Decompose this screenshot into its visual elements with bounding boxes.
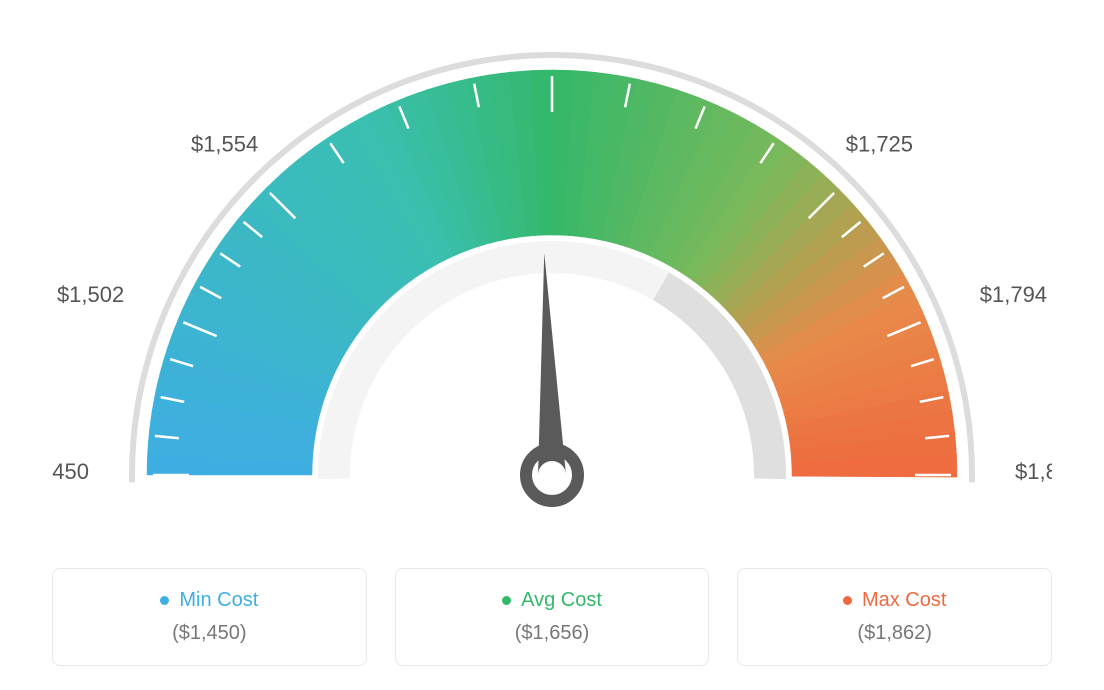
legend-title: Avg Cost [502, 589, 602, 612]
legend-dot-avg [502, 596, 511, 605]
gauge-chart: $1,450$1,502$1,554$1,656$1,725$1,794$1,8… [52, 20, 1052, 666]
gauge-tick-label: $1,554 [191, 132, 258, 157]
legend-box-max: Max Cost ($1,862) [737, 568, 1052, 666]
legend-dot-max [843, 596, 852, 605]
legend-value: ($1,862) [750, 622, 1039, 645]
legend-label: Avg Cost [521, 589, 602, 612]
gauge-tick-label: $1,502 [57, 282, 124, 307]
gauge-tick-label: $1,794 [980, 282, 1047, 307]
gauge-tick-label: $1,725 [846, 132, 913, 157]
gauge-tick-label: $1,450 [52, 459, 89, 484]
legend-title: Min Cost [160, 589, 258, 612]
legend-row: Min Cost ($1,450) Avg Cost ($1,656) Max Cost… [52, 568, 1052, 666]
legend-dot-min [160, 596, 169, 605]
legend-label: Max Cost [862, 589, 946, 612]
gauge-tick-label: $1,862 [1015, 459, 1052, 484]
legend-label: Min Cost [179, 589, 258, 612]
legend-box-avg: Avg Cost ($1,656) [395, 568, 710, 666]
gauge-svg: $1,450$1,502$1,554$1,656$1,725$1,794$1,8… [52, 20, 1052, 540]
legend-title: Max Cost [843, 589, 946, 612]
legend-value: ($1,656) [408, 622, 697, 645]
legend-value: ($1,450) [65, 622, 354, 645]
legend-box-min: Min Cost ($1,450) [52, 568, 367, 666]
